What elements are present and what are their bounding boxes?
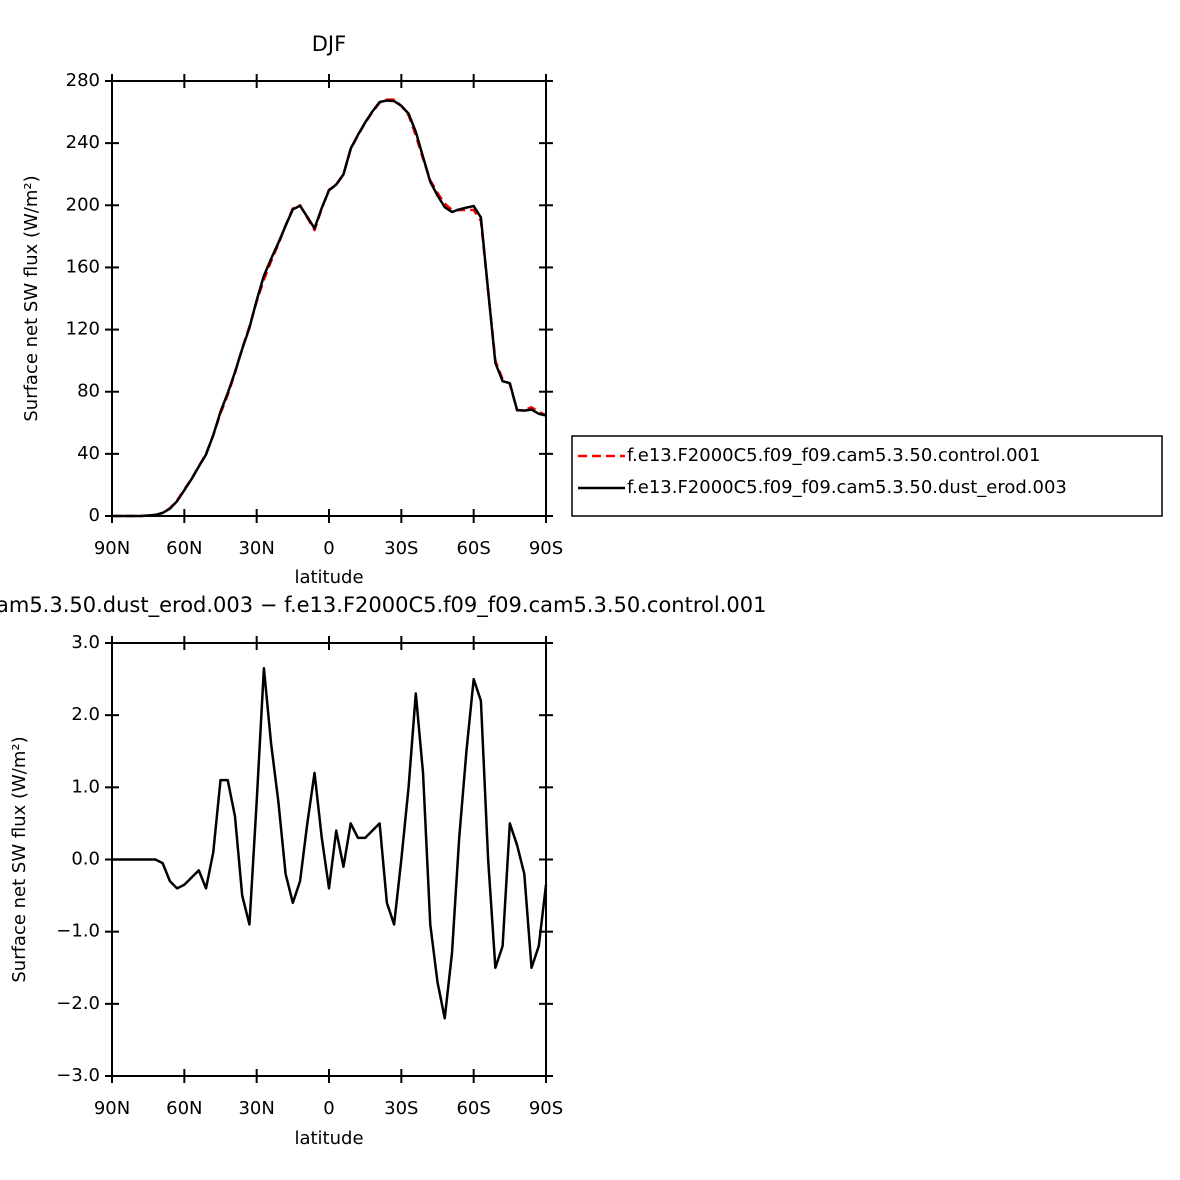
- x-tick-label: 30S: [384, 1098, 418, 1119]
- x-tick-label: 90N: [94, 1098, 130, 1119]
- y-tick-label: 240: [66, 132, 100, 153]
- y-tick-label: 160: [66, 256, 100, 277]
- chart-title: DJF: [312, 32, 346, 56]
- y-tick-label: 200: [66, 194, 100, 215]
- chart-title: am5.3.50.dust_erod.003 − f.e13.F2000C5.f…: [0, 593, 766, 618]
- y-tick-label: −1.0: [56, 921, 100, 942]
- x-axis-label: latitude: [294, 1128, 363, 1149]
- y-axis-label: Surface net SW flux (W/m²): [21, 175, 42, 421]
- x-tick-label: 30N: [238, 538, 274, 559]
- y-tick-label: 40: [77, 443, 100, 464]
- x-tick-label: 90N: [94, 538, 130, 559]
- x-tick-label: 60N: [166, 1098, 202, 1119]
- x-tick-label: 0: [323, 1098, 334, 1119]
- y-tick-label: −2.0: [56, 993, 100, 1014]
- data-line: [112, 99, 547, 518]
- y-tick-label: 120: [66, 319, 100, 340]
- legend-box: [571, 435, 1163, 517]
- legend-label: f.e13.F2000C5.f09_f09.cam5.3.50.control.…: [627, 445, 1040, 466]
- y-tick-label: 280: [66, 70, 100, 91]
- x-tick-label: 90S: [529, 538, 563, 559]
- y-tick-label: 1.0: [71, 776, 100, 797]
- y-tick-label: 3.0: [71, 632, 100, 653]
- legend-label: f.e13.F2000C5.f09_f09.cam5.3.50.dust_ero…: [627, 477, 1067, 498]
- plot-frame: [111, 642, 547, 1077]
- y-tick-label: 80: [77, 381, 100, 402]
- x-axis-label: latitude: [294, 567, 363, 588]
- x-tick-label: 30N: [238, 1098, 274, 1119]
- y-tick-label: 0: [89, 505, 100, 526]
- plot-frame: [111, 80, 547, 517]
- data-line: [112, 667, 548, 1020]
- x-tick-label: 60N: [166, 538, 202, 559]
- x-tick-label: 60S: [456, 1098, 490, 1119]
- x-tick-label: 60S: [456, 538, 490, 559]
- x-tick-label: 30S: [384, 538, 418, 559]
- y-axis-label: Surface net SW flux (W/m²): [9, 736, 30, 982]
- y-tick-label: 0.0: [71, 849, 100, 870]
- y-tick-label: −3.0: [56, 1065, 100, 1086]
- x-tick-label: 0: [323, 538, 334, 559]
- data-line: [112, 98, 547, 518]
- y-tick-label: 2.0: [71, 704, 100, 725]
- x-tick-label: 90S: [529, 1098, 563, 1119]
